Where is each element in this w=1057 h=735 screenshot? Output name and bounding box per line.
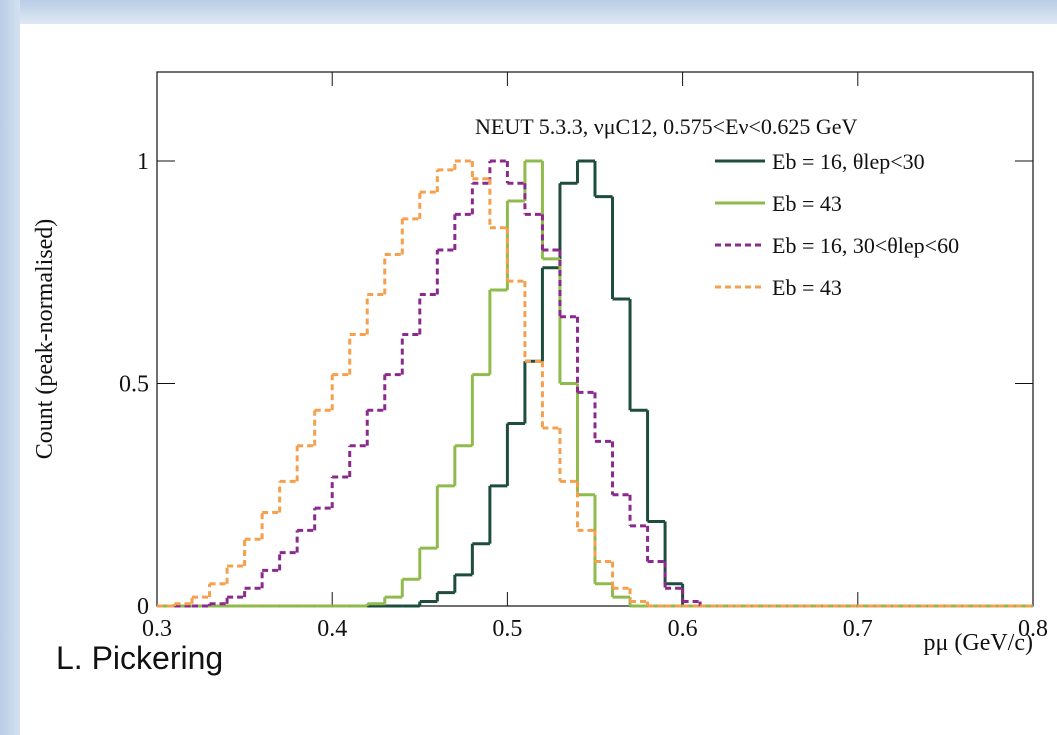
y-tick-label: 0.5	[119, 372, 149, 398]
legend-label: Eb = 16, θlep<30	[772, 149, 925, 174]
slide-background	[0, 0, 20, 735]
x-axis-label: pμ (GeV/c)	[924, 630, 1034, 656]
y-axis-label: Count (peak-normalised)	[32, 219, 58, 460]
slide-background	[0, 0, 1057, 24]
author: L. Pickering	[56, 640, 224, 676]
plot-frame	[156, 71, 1034, 607]
legend-label: Eb = 16, 30<θlep<60	[772, 233, 959, 258]
x-tick-label: 0.8	[1018, 616, 1048, 642]
x-tick-label: 0.3	[142, 616, 172, 642]
chart-title: NEUT 5.3.3, νμC12, 0.575<Eν<0.625 GeV	[475, 114, 858, 139]
x-tick-label: 0.6	[668, 616, 698, 642]
y-tick-label: 0	[137, 594, 149, 620]
x-tick-label: 0.5	[492, 616, 522, 642]
x-tick-label: 0.7	[843, 616, 873, 642]
legend-label: Eb = 43	[772, 275, 842, 300]
legend-label: Eb = 43	[772, 191, 842, 216]
y-tick-label: 1	[137, 149, 149, 175]
x-tick-label: 0.4	[317, 616, 347, 642]
